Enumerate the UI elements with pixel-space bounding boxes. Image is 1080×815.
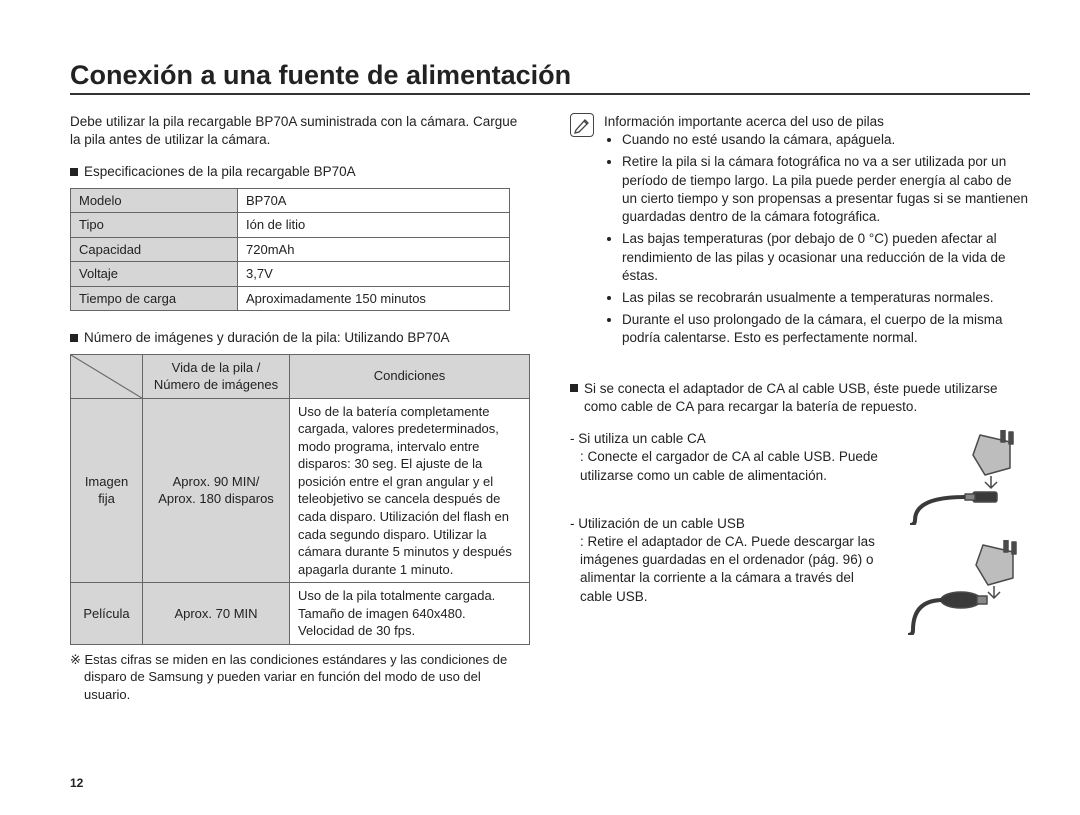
- usage-footnote: ※ Estas cifras se miden en las condicion…: [70, 651, 530, 704]
- spec-heading: Especificaciones de la pila recargable B…: [70, 163, 530, 181]
- usage-row-label: Película: [71, 583, 143, 645]
- list-item: Las pilas se recobrarán usualmente a tem…: [622, 289, 1030, 307]
- note-list: Cuando no esté usando la cámara, apáguel…: [608, 131, 1030, 347]
- usage-row-life: Aprox. 70 MIN: [143, 583, 290, 645]
- ca-cable-title: - Si utiliza un cable CA: [570, 430, 885, 448]
- table-row: Capacidad720mAh: [71, 237, 510, 262]
- intro-paragraph: Debe utilizar la pila recargable BP70A s…: [70, 113, 530, 149]
- note-title: Información importante acerca del uso de…: [604, 113, 1030, 131]
- table-row: Tiempo de cargaAproximadamente 150 minut…: [71, 286, 510, 311]
- spec-val: 720mAh: [238, 237, 510, 262]
- right-column: Información importante acerca del uso de…: [570, 113, 1030, 716]
- ca-cable-body: : Conecte el cargador de CA al cable USB…: [570, 448, 885, 484]
- usage-row-cond: Uso de la pila totalmente cargada. Tamañ…: [290, 583, 530, 645]
- diagonal-header: [71, 354, 143, 398]
- usage-header-life: Vida de la pila / Número de imágenes: [143, 354, 290, 398]
- spec-table: ModeloBP70A TipoIón de litio Capacidad72…: [70, 188, 510, 312]
- adapter-paragraph: Si se conecta el adaptador de CA al cabl…: [570, 380, 1030, 416]
- usage-row-life: Aprox. 90 MIN/ Aprox. 180 disparos: [143, 398, 290, 582]
- page-number: 12: [70, 776, 83, 790]
- page-title: Conexión a una fuente de alimentación: [70, 60, 1030, 95]
- table-row: Voltaje3,7V: [71, 262, 510, 287]
- table-row: ModeloBP70A: [71, 188, 510, 213]
- left-column: Debe utilizar la pila recargable BP70A s…: [70, 113, 530, 716]
- list-item: Retire la pila si la cámara fotográfica …: [622, 153, 1030, 226]
- spec-key: Tiempo de carga: [71, 286, 238, 311]
- table-row: TipoIón de litio: [71, 213, 510, 238]
- spec-val: Aproximadamente 150 minutos: [238, 286, 510, 311]
- spec-key: Tipo: [71, 213, 238, 238]
- usage-row-label: Imagen fija: [71, 398, 143, 582]
- list-item: Cuando no esté usando la cámara, apáguel…: [622, 131, 1030, 149]
- note-icon: [570, 113, 594, 137]
- spec-key: Modelo: [71, 188, 238, 213]
- ca-adapter-icon: [905, 430, 1025, 525]
- spec-key: Voltaje: [71, 262, 238, 287]
- spec-val: BP70A: [238, 188, 510, 213]
- usb-adapter-icon: [905, 540, 1025, 635]
- spec-val: Ión de litio: [238, 213, 510, 238]
- usb-cable-title: - Utilización de un cable USB: [570, 515, 885, 533]
- spec-val: 3,7V: [238, 262, 510, 287]
- usage-heading: Número de imágenes y duración de la pila…: [70, 329, 530, 347]
- list-item: Las bajas temperaturas (por debajo de 0 …: [622, 230, 1030, 285]
- usage-table: Vida de la pila / Número de imágenes Con…: [70, 354, 530, 645]
- table-row: Película Aprox. 70 MIN Uso de la pila to…: [71, 583, 530, 645]
- usage-row-cond: Uso de la batería completamente cargada,…: [290, 398, 530, 582]
- usage-header-cond: Condiciones: [290, 354, 530, 398]
- spec-key: Capacidad: [71, 237, 238, 262]
- usb-cable-body: : Retire el adaptador de CA. Puede desca…: [570, 533, 885, 606]
- list-item: Durante el uso prolongado de la cámara, …: [622, 311, 1030, 347]
- table-row: Imagen fija Aprox. 90 MIN/ Aprox. 180 di…: [71, 398, 530, 582]
